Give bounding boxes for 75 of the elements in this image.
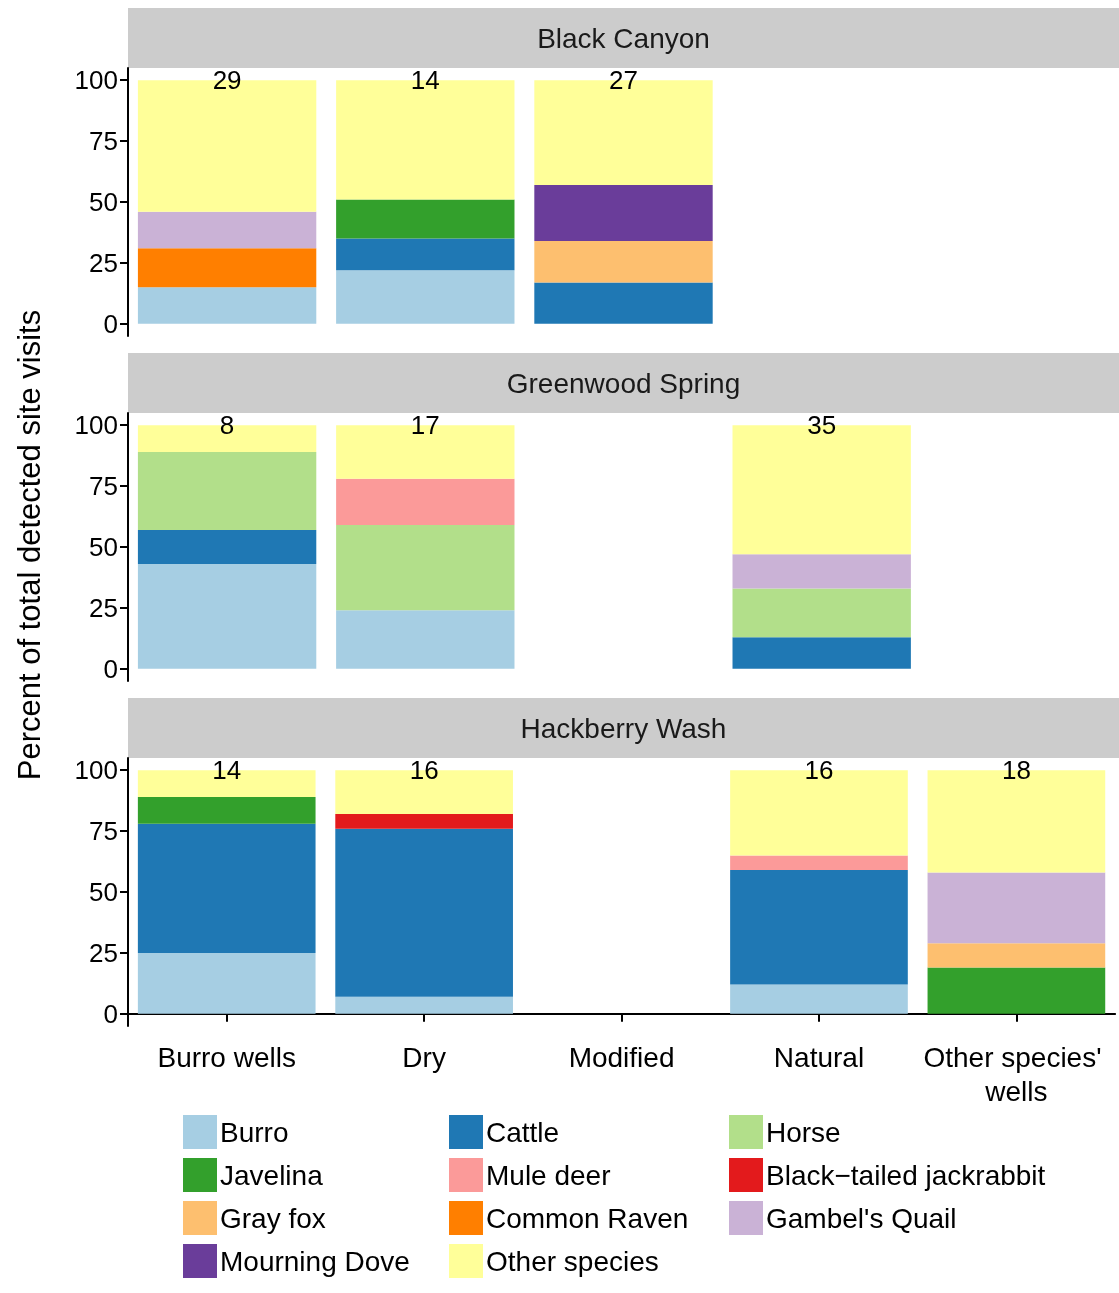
bar	[927, 872, 1106, 944]
bar	[336, 525, 515, 611]
y-tick-label: 0	[103, 308, 118, 339]
bar	[137, 287, 317, 324]
bar	[137, 952, 316, 1014]
y-tick-label: 75	[89, 471, 118, 502]
legend-label: Common Raven	[486, 1202, 689, 1234]
legend-label: Cattle	[486, 1116, 560, 1148]
y-tick-label: 25	[89, 592, 118, 623]
bar	[732, 588, 911, 638]
bar	[335, 828, 513, 997]
bar	[336, 199, 515, 239]
chart-title: Hackberry Wash	[520, 712, 727, 744]
annotation: 14	[410, 65, 440, 96]
bar	[137, 211, 317, 249]
bar	[534, 184, 713, 241]
annotation: 17	[410, 410, 440, 441]
legend-label: Other species	[486, 1245, 659, 1277]
bar	[137, 823, 316, 953]
bar	[927, 967, 1106, 1014]
legend-label: Horse	[766, 1116, 841, 1148]
bar	[336, 610, 515, 669]
bar	[534, 240, 713, 283]
chart-title: Black Canyon	[537, 22, 710, 54]
bar	[730, 984, 908, 1014]
x-tick-label: Dry	[402, 1041, 446, 1073]
bar	[336, 270, 515, 324]
bar	[335, 814, 513, 829]
bar	[336, 238, 515, 271]
y-tick-label: 25	[89, 247, 118, 278]
bar	[137, 564, 317, 669]
y-tick-label: 75	[89, 816, 118, 847]
legend-label: Gray fox	[220, 1202, 326, 1234]
annotation: 18	[1001, 755, 1031, 786]
x-tick-label: Other species' wells	[923, 1041, 1110, 1107]
y-tick-label: 50	[89, 532, 118, 562]
annotation: 8	[219, 410, 235, 441]
x-tick-label: Modified	[568, 1041, 675, 1073]
annotation: 16	[804, 755, 834, 786]
legend-label: Javelina	[220, 1159, 324, 1191]
bar	[732, 637, 911, 669]
legend-label: Gambel's Quail	[766, 1202, 957, 1234]
bar	[730, 855, 908, 871]
bar	[137, 451, 317, 530]
legend-label: Burro	[220, 1116, 289, 1148]
x-tick-label: Natural	[773, 1041, 865, 1073]
annotation: 29	[212, 65, 242, 96]
y-tick-label: 100	[74, 755, 118, 786]
annotation: 27	[609, 65, 638, 96]
legend-label: Mourning Dove	[220, 1245, 410, 1277]
bar	[137, 529, 317, 565]
bar	[137, 796, 316, 824]
y-tick-label: 100	[74, 65, 118, 96]
legend-label: Mule deer	[486, 1159, 611, 1191]
y-tick-label: 25	[89, 937, 118, 968]
bar	[534, 282, 713, 324]
bar	[732, 554, 911, 589]
annotation: 14	[212, 755, 242, 786]
bar	[137, 248, 317, 288]
y-axis-title: Percent of total detected site visits	[12, 309, 48, 781]
legend-label: Black−tailed jackrabbit	[766, 1159, 1046, 1191]
y-tick-label: 0	[103, 653, 118, 684]
bar	[730, 870, 908, 985]
y-tick-label: 100	[74, 410, 118, 441]
bar	[335, 996, 513, 1014]
bar	[927, 943, 1106, 968]
y-tick-label: 50	[89, 877, 118, 907]
y-tick-label: 75	[89, 126, 118, 157]
y-tick-label: 50	[89, 187, 118, 217]
chart-title: Greenwood Spring	[506, 367, 741, 399]
y-tick-label: 0	[103, 998, 118, 1029]
annotation: 35	[807, 410, 837, 441]
x-tick-label: Burro wells	[157, 1041, 296, 1073]
annotation: 16	[409, 755, 439, 786]
bar	[336, 478, 515, 526]
